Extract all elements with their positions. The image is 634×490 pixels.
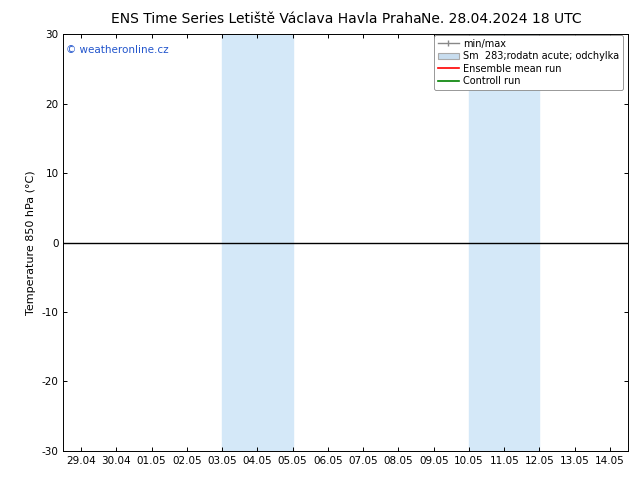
Bar [469,34,540,451]
Bar [222,34,293,451]
Text: Ne. 28.04.2024 18 UTC: Ne. 28.04.2024 18 UTC [420,12,581,26]
Y-axis label: Temperature 850 hPa (°C): Temperature 850 hPa (°C) [26,170,36,315]
Legend: min/max, Sm  283;rodatn acute; odchylka, Ensemble mean run, Controll run: min/max, Sm 283;rodatn acute; odchylka, … [434,35,623,90]
Text: ENS Time Series Letiště Václava Havla Praha: ENS Time Series Letiště Václava Havla Pr… [111,12,422,26]
Text: © weatheronline.cz: © weatheronline.cz [66,45,169,55]
